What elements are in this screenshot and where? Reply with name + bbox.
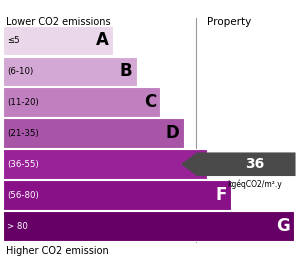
Text: (56-80): (56-80) [8,191,39,200]
Text: B: B [120,62,132,80]
Text: A: A [96,31,109,49]
Polygon shape [181,152,296,176]
Bar [3,56,137,86]
Text: C: C [144,93,156,111]
Text: Property: Property [207,17,252,27]
Bar [3,119,184,148]
Bar [3,25,113,55]
Text: (21-35): (21-35) [8,129,39,138]
Text: D: D [166,124,179,142]
Text: Lower CO2 emissions: Lower CO2 emissions [6,17,111,27]
Bar [3,88,160,117]
Text: kgéqCO2/m².y: kgéqCO2/m².y [227,180,282,189]
Text: G: G [276,217,290,235]
Bar [3,211,294,241]
Bar [3,180,231,210]
Text: E: E [191,155,203,173]
Text: Higher CO2 emission: Higher CO2 emission [6,246,109,256]
Text: F: F [215,186,226,204]
Text: (11-20): (11-20) [8,98,39,107]
Text: ≤5: ≤5 [8,36,20,45]
Text: 36: 36 [245,157,264,171]
Text: > 80: > 80 [8,222,28,231]
Text: (36-55): (36-55) [8,160,39,169]
Text: (6-10): (6-10) [8,67,34,76]
Bar [3,150,207,179]
